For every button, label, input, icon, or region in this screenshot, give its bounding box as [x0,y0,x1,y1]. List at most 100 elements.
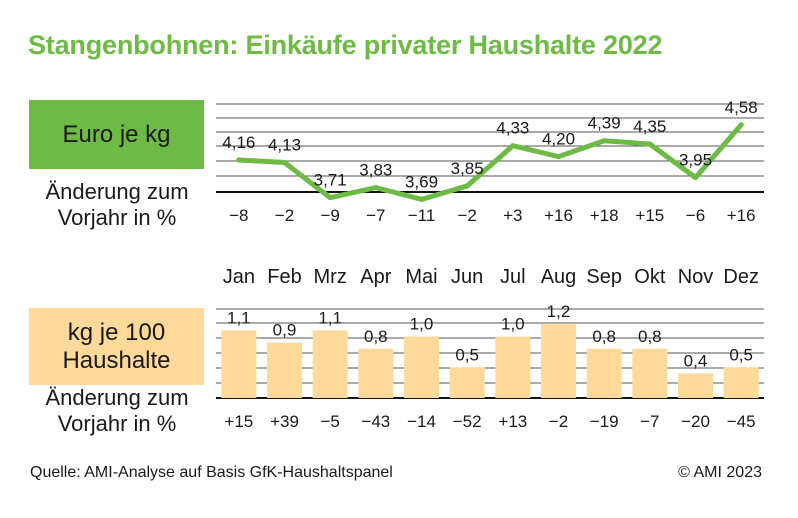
qty-value-label: 1,1 [318,308,342,327]
month-label: Mai [405,266,437,288]
qty-value-label: 0,8 [364,327,388,346]
qty-value-label: 0,8 [638,327,662,346]
price-change-label: +16 [727,206,756,225]
price-point [236,157,242,163]
qty-change-label: +15 [224,412,253,431]
qty-change-label: −20 [681,412,710,431]
qty-change-label: −52 [453,412,482,431]
price-change-label: Änderung zum Vorjahr in % [22,179,212,231]
month-label: Jan [223,266,255,288]
qty-bar [632,348,668,398]
month-label: Sep [586,266,622,288]
qty-value-label: 0,9 [273,321,297,340]
price-value-label: 4,13 [268,135,301,154]
price-point [373,185,379,191]
month-label: Dez [723,266,759,288]
qty-value-label: 1,1 [227,308,251,327]
qty-change-label: Änderung zum Vorjahr in % [22,385,212,437]
qty-bar [221,330,257,398]
price-label: Euro je kg [62,120,171,148]
price-label-box: Euro je kg [29,100,204,169]
price-value-label: 3,71 [314,171,347,190]
qty-value-label: 1,0 [410,315,434,334]
month-label: Okt [634,266,666,288]
price-point [556,154,561,160]
price-change-label: +18 [590,206,619,225]
qty-bar [358,348,394,398]
qty-bar [541,324,576,398]
price-change-label: −7 [366,206,385,225]
price-change-label: +3 [503,206,522,225]
qty-change-label: +39 [270,412,299,431]
price-value-label: 3,83 [359,161,392,180]
month-label: Apr [360,266,391,288]
change-label-line2: Vorjahr in % [57,205,177,230]
qty-bar [404,336,439,398]
qty-change-label: −5 [320,412,339,431]
qty-bar [586,348,622,398]
price-value-label: 4,16 [222,133,255,152]
price-line [236,122,744,202]
qty-change-label: −19 [590,412,619,431]
qty-bar [312,330,348,398]
price-value-label: 4,58 [725,98,758,117]
qty-bar [449,367,485,398]
qty-value-label: 1,0 [501,315,525,334]
price-value-label: 3,69 [405,172,438,191]
chart-title: Stangenbohnen: Einkäufe privater Haushal… [28,30,663,60]
qty-bar [267,342,302,398]
price-change-label: −9 [320,206,339,225]
qty-value-label: 1,2 [547,302,571,321]
price-value-label: 3,95 [679,151,712,170]
month-label: Aug [541,266,577,288]
qty-change-label: −7 [640,412,659,431]
qty-label-box: kg je 100 Haushalte [29,308,204,385]
price-value-label: 4,39 [588,114,621,133]
price-change-label: −2 [275,206,294,225]
qty-value-label: 0,5 [729,345,753,364]
price-value-label: 4,33 [496,119,529,138]
price-point [327,195,333,201]
price-change-label: −6 [686,206,705,225]
price-point [282,159,287,165]
price-change-label: +15 [635,206,664,225]
qty-change-label: −14 [407,412,436,431]
qty-change-label: −2 [549,412,568,431]
price-change-label: −2 [457,206,476,225]
qty-label-line2: Haushalte [62,346,171,374]
price-value-label: 4,35 [633,117,666,136]
qty-change-label: +13 [498,412,527,431]
qty-bar [495,336,531,398]
price-change-label: −11 [408,206,436,225]
price-change-label: +16 [544,206,573,225]
price-point [647,141,653,147]
qty-bar [723,367,759,398]
price-point [738,122,744,128]
month-label: Nov [678,266,714,288]
month-label: Jun [451,266,483,288]
price-point [601,138,607,144]
price-value-label: 4,20 [542,130,575,149]
month-label: Mrz [314,266,347,288]
price-change-label: −8 [229,206,248,225]
qty-bar [678,373,713,398]
month-label: Jul [500,266,526,288]
price-point [510,143,516,149]
qty-change-label: −43 [361,412,390,431]
change-label-line1: Änderung zum [45,385,189,410]
price-value-label: 3,85 [451,159,484,178]
qty-value-label: 0,5 [455,345,479,364]
price-point [464,183,470,189]
price-point [419,196,424,202]
qty-change-label: −45 [727,412,756,431]
source-note: Quelle: AMI-Analyse auf Basis GfK-Hausha… [30,464,393,481]
price-point [693,175,698,181]
qty-value-label: 0,8 [592,327,616,346]
change-label-line1: Änderung zum [45,179,189,204]
qty-value-label: 0,4 [684,351,708,370]
copyright-note: © AMI 2023 [678,464,762,481]
month-label: Feb [267,266,301,288]
qty-label-line1: kg je 100 [67,318,166,346]
change-label-line2: Vorjahr in % [57,411,177,436]
